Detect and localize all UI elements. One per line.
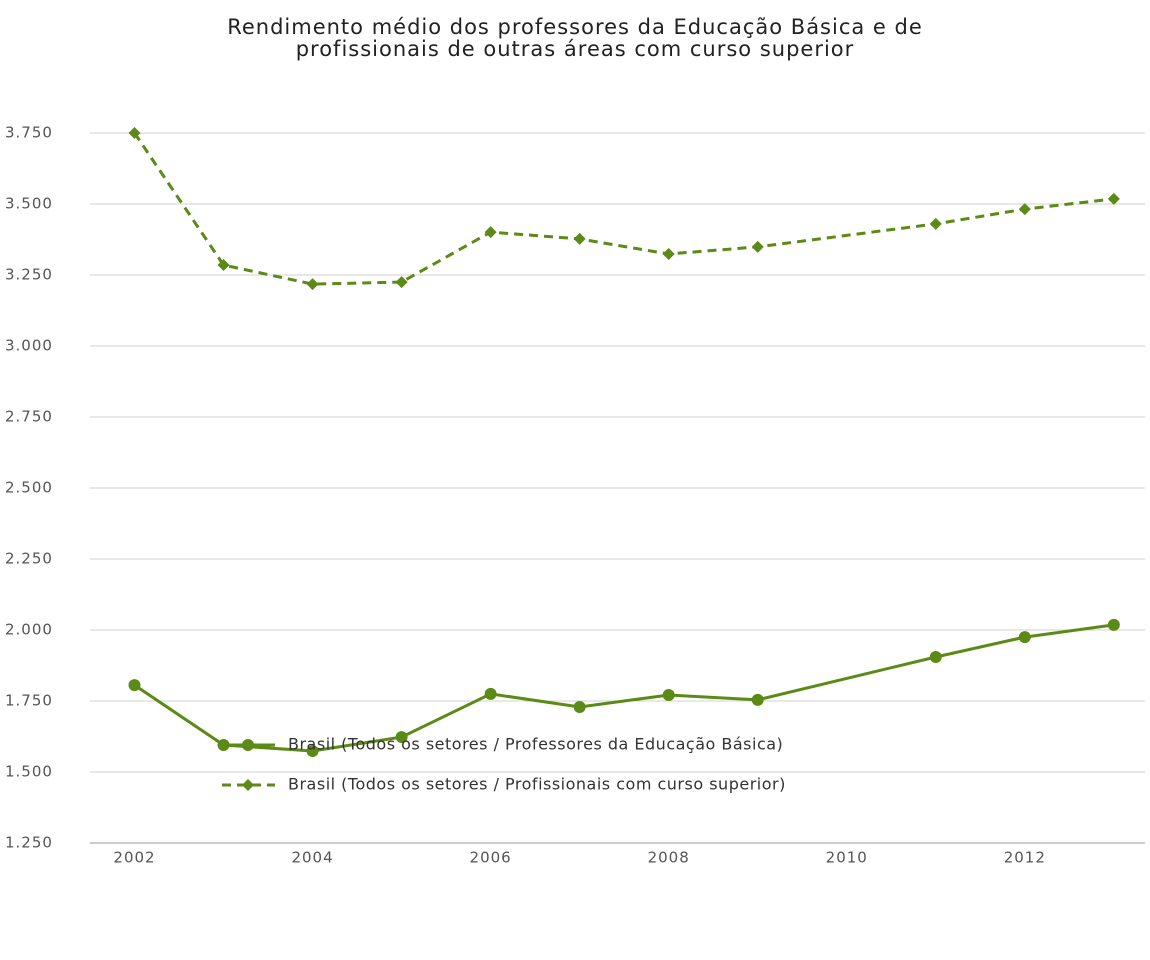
x-tick-label: 2012 [1004, 849, 1046, 867]
point [395, 276, 408, 289]
point [128, 679, 141, 692]
chart-title: profissionais de outras áreas com curso … [296, 37, 855, 61]
point [929, 217, 942, 230]
point [1018, 203, 1031, 216]
legend-label: Brasil (Todos os setores / Professores d… [288, 735, 783, 754]
y-tick-label: 2.750 [5, 408, 53, 426]
point [751, 240, 764, 253]
point [484, 226, 497, 239]
y-tick-label: 1.250 [5, 834, 53, 852]
x-tick-label: 2010 [826, 849, 868, 867]
y-tick-label: 3.250 [5, 266, 53, 284]
x-tick-label: 2006 [470, 849, 512, 867]
point [929, 650, 942, 663]
series-line [133, 132, 1115, 286]
point [1107, 192, 1120, 205]
chart-title: Rendimento médio dos professores da Educ… [227, 15, 923, 39]
point [128, 127, 141, 139]
x-tick-label: 2002 [113, 849, 155, 867]
legend-label: Brasil (Todos os setores / Profissionais… [288, 775, 786, 794]
y-tick-label: 2.500 [5, 479, 53, 497]
y-tick-label: 3.500 [5, 195, 53, 213]
y-tick-label: 3.000 [5, 337, 53, 355]
y-tick-label: 1.750 [5, 692, 53, 710]
point [662, 247, 675, 260]
point [662, 689, 675, 702]
point [1018, 631, 1031, 644]
series-line [133, 623, 1115, 753]
point [573, 700, 586, 713]
point [573, 232, 586, 245]
y-tick-label: 3.750 [5, 124, 53, 142]
point [751, 693, 764, 706]
x-tick-label: 2008 [648, 849, 690, 867]
point [484, 687, 497, 700]
point [395, 731, 408, 744]
x-tick-label: 2004 [291, 849, 333, 867]
legend-marker [242, 779, 254, 791]
y-tick-label: 1.500 [5, 763, 53, 781]
point [306, 744, 319, 757]
point [306, 278, 319, 291]
legend-marker [242, 739, 254, 751]
point [1107, 618, 1120, 631]
point [217, 259, 230, 272]
y-tick-label: 2.000 [5, 621, 53, 639]
y-tick-label: 2.250 [5, 550, 53, 568]
